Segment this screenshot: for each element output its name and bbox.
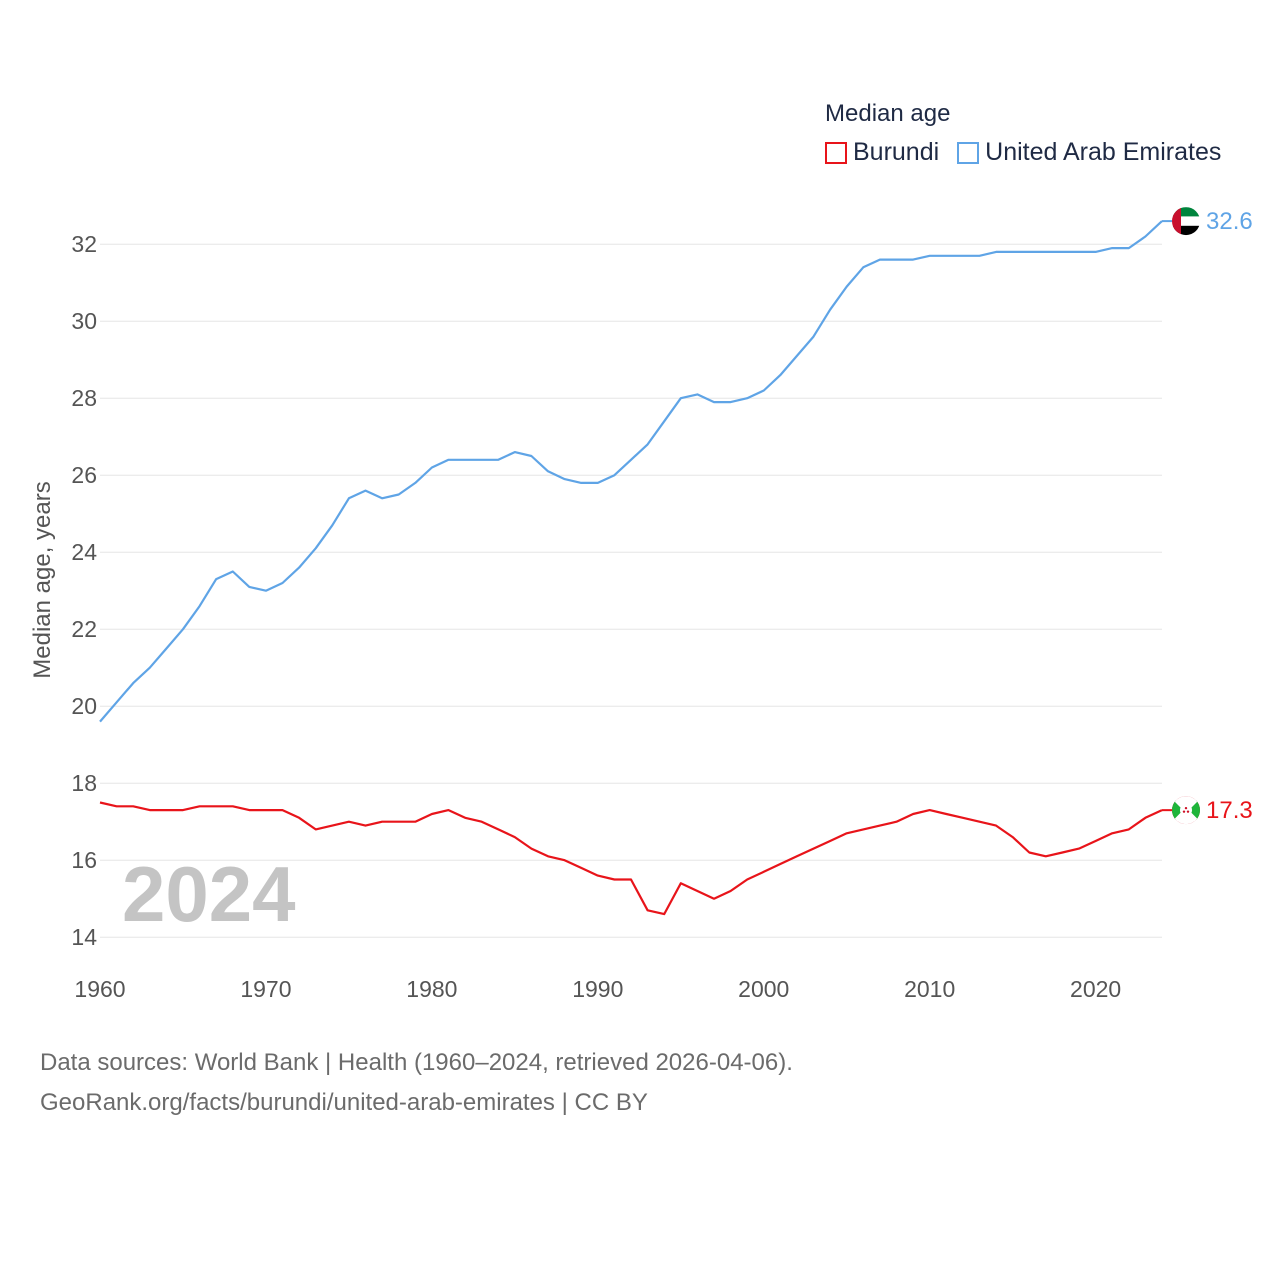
gridlines [100, 243, 1162, 938]
y-tick-label: 20 [71, 693, 97, 719]
end-value-label: 32.6 [1206, 208, 1253, 235]
legend-label-burundi: Burundi [853, 138, 940, 166]
footer-sources: Data sources: World Bank | Health (1960–… [40, 1049, 793, 1076]
year-label: 2024 [122, 850, 296, 938]
y-tick-label: 28 [71, 385, 97, 411]
y-tick-label: 26 [71, 462, 97, 488]
x-axis-ticks: 1960 1970 1980 1990 2000 2010 2020 [74, 976, 1121, 1002]
x-tick-label: 2020 [1070, 976, 1121, 1002]
x-tick-label: 1990 [572, 976, 623, 1002]
series-lines [99, 220, 1163, 916]
legend-swatch-burundi [825, 141, 847, 164]
y-axis-title: Median age, years [29, 481, 56, 678]
footer: Data sources: World Bank | Health (1960–… [40, 1043, 793, 1123]
end-value-label: 17.3 [1206, 797, 1253, 824]
y-tick-label: 30 [71, 308, 97, 334]
x-tick-label: 1960 [74, 976, 125, 1002]
x-tick-label: 2010 [904, 976, 955, 1002]
y-tick-label: 14 [71, 924, 97, 950]
uae-flag-icon [1172, 207, 1200, 236]
series-end-labels: 17.3 32.6 [1162, 207, 1253, 825]
y-tick-label: 18 [71, 770, 97, 796]
y-tick-label: 22 [71, 616, 97, 642]
x-tick-label: 1970 [240, 976, 291, 1002]
x-tick-label: 2000 [738, 976, 789, 1002]
legend-label-uae: United Arab Emirates [985, 138, 1222, 166]
y-tick-label: 16 [71, 847, 97, 873]
series-line-uae [99, 220, 1163, 723]
series-line-burundi [99, 801, 1163, 916]
footer-link[interactable]: GeoRank.org/facts/burundi/united-arab-em… [40, 1089, 648, 1116]
y-tick-label: 24 [71, 539, 97, 565]
legend-item-burundi[interactable]: Burundi [825, 138, 939, 167]
y-tick-label: 32 [71, 231, 97, 257]
legend-item-uae[interactable]: United Arab Emirates [957, 138, 1221, 167]
y-axis-ticks: 14 16 18 20 22 24 26 28 30 32 [71, 231, 97, 950]
burundi-flag-icon [1172, 796, 1200, 825]
legend-title: Median age [825, 100, 951, 127]
x-tick-label: 1980 [406, 976, 457, 1002]
legend: Median age Burundi United Arab Emirates [825, 100, 1221, 167]
legend-swatch-uae [957, 141, 980, 164]
